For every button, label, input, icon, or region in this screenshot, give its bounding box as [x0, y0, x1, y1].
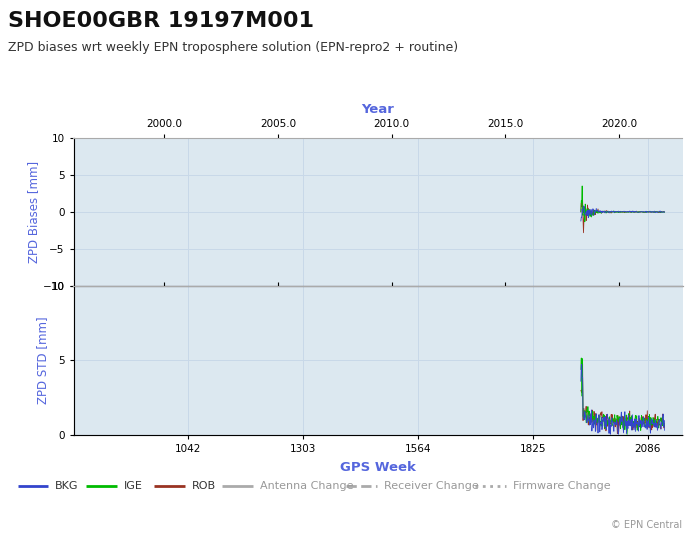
Text: © EPN Central: © EPN Central: [611, 520, 682, 530]
Text: ZPD biases wrt weekly EPN troposphere solution (EPN-repro2 + routine): ZPD biases wrt weekly EPN troposphere so…: [8, 40, 458, 53]
Y-axis label: ZPD Biases [mm]: ZPD Biases [mm]: [27, 161, 40, 263]
X-axis label: GPS Week: GPS Week: [340, 461, 416, 474]
Y-axis label: ZPD STD [mm]: ZPD STD [mm]: [36, 316, 48, 404]
Text: BKG: BKG: [55, 481, 79, 491]
Text: Receiver Change: Receiver Change: [384, 481, 479, 491]
Text: ROB: ROB: [192, 481, 216, 491]
Text: Firmware Change: Firmware Change: [513, 481, 610, 491]
Text: SHOE00GBR 19197M001: SHOE00GBR 19197M001: [8, 11, 314, 31]
Text: IGE: IGE: [124, 481, 143, 491]
X-axis label: Year: Year: [362, 103, 394, 116]
Text: Antenna Change: Antenna Change: [260, 481, 354, 491]
